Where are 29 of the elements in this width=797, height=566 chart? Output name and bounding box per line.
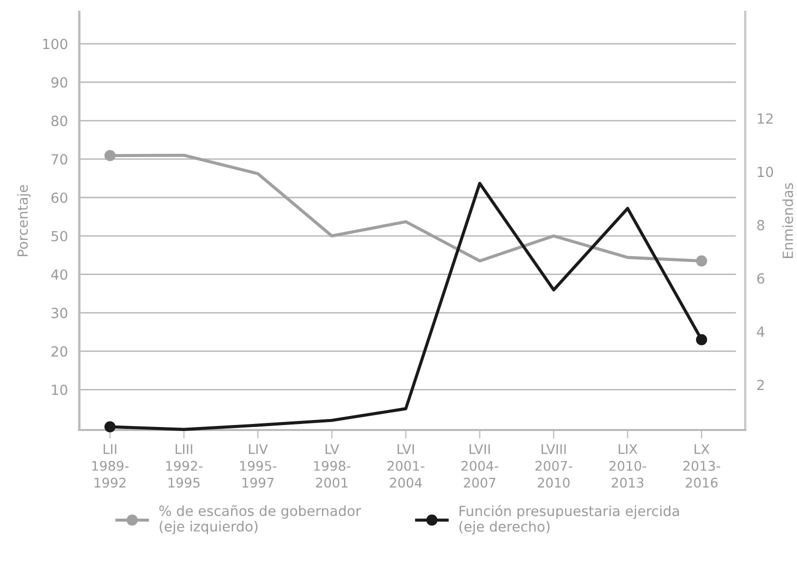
- x-tick-label: LIX 2010- 2013: [609, 444, 646, 488]
- x-tick-label: LX 2013- 2016: [683, 444, 720, 488]
- y2-tick-label: 10: [758, 166, 774, 178]
- x-tick-label: LVI 2001- 2004: [388, 444, 424, 488]
- x-tick-label: LVIII 2007- 2010: [535, 444, 572, 488]
- x-tick-label: LVII 2004- 2007: [462, 444, 498, 488]
- y-tick-label: 10: [52, 384, 68, 396]
- x-tick-label: LII 1989- 1992: [92, 444, 129, 488]
- x-tick-label: LIII 1992- 1995: [166, 444, 202, 488]
- y2-axis-title: Enmiendas: [782, 183, 794, 258]
- y2-tick-label: 6: [757, 273, 764, 284]
- y2-tick-label: 2: [757, 380, 764, 390]
- y-tick-label: 20: [52, 346, 68, 357]
- y-axis-title: Porcentaje: [17, 185, 31, 256]
- y-tick-label: 100: [43, 38, 68, 50]
- y-tick-label: 90: [51, 77, 68, 88]
- y-tick-label: 40: [51, 269, 68, 280]
- legend-label: % de escaños de gobernador (eje izquierdo): [159, 505, 362, 534]
- y-tick-label: 30: [52, 308, 68, 318]
- legend-label: Función presupuestaria ejercida (eje derecho): [459, 504, 679, 534]
- y2-tick-label: 4: [756, 326, 764, 337]
- y-tick-label: 70: [52, 154, 68, 165]
- x-tick-label: LV 1998- 2001: [314, 444, 350, 488]
- y2-tick-label: 12: [758, 113, 773, 124]
- y-tick-label: 60: [51, 192, 68, 203]
- y2-tick-label: 8: [757, 220, 764, 230]
- y-tick-label: 50: [52, 230, 68, 242]
- x-tick-label: LIV 1995- 1997: [240, 444, 276, 488]
- y-tick-label: 80: [51, 116, 68, 126]
